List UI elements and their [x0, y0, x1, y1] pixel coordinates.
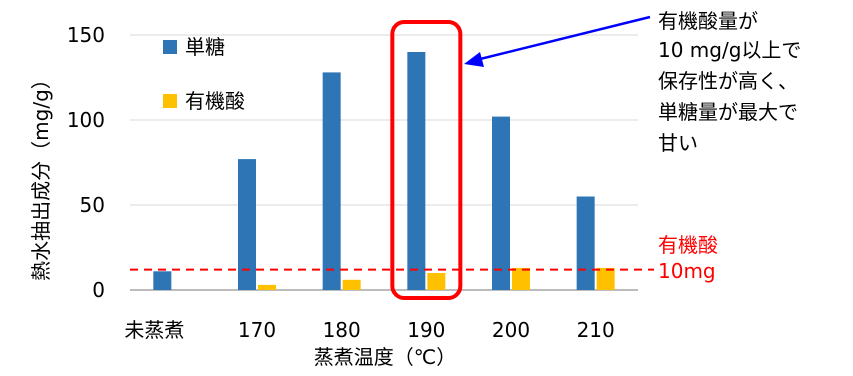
bar-monosaccharide-0: [153, 271, 172, 290]
annotation-line-5: 甘い: [658, 131, 698, 155]
bar-organic-acid-1: [258, 284, 276, 290]
x-axis-label: 蒸煮温度（℃）: [314, 345, 456, 369]
x-tick-label-4: 200: [492, 318, 530, 342]
bar-organic-acid-2: [342, 279, 361, 290]
annotation-line-1: 有機酸量が: [658, 9, 758, 33]
bars: [153, 52, 615, 291]
x-tick-label-1: 170: [238, 318, 276, 342]
y-tick-label-100: 100: [67, 108, 105, 132]
reference-line-label: 有機酸: [658, 233, 718, 257]
y-tick-label-150: 150: [67, 23, 105, 47]
annotation-arrow: [464, 15, 651, 67]
legend-label-organic-acid: 有機酸: [185, 89, 245, 113]
y-tick-labels: 0 50 100 150: [67, 23, 105, 302]
y-tick-label-0: 0: [92, 278, 105, 302]
reference-line-value: 10mg: [658, 259, 716, 283]
bar-organic-acid-4: [512, 267, 530, 290]
annotation-line-3: 保存性が高く、: [658, 69, 798, 93]
legend: 単糖 有機酸: [163, 35, 245, 113]
x-tick-label-2: 180: [323, 318, 361, 342]
bar-monosaccharide-1: [238, 159, 256, 290]
bar-monosaccharide-3: [407, 52, 426, 290]
legend-label-monosaccharide: 単糖: [185, 35, 225, 59]
x-tick-label-0: 未蒸煮: [124, 318, 184, 342]
y-tick-label-50: 50: [80, 193, 105, 217]
bar-organic-acid-3: [427, 273, 446, 290]
annotation-text: 有機酸量が 10 mg/g以上で 保存性が高く、 単糖量が最大で 甘い: [658, 9, 801, 155]
bar-monosaccharide-5: [576, 196, 595, 290]
bar-monosaccharide-2: [322, 72, 341, 291]
annotation-line-4: 単糖量が最大で: [658, 100, 798, 124]
gridlines: [130, 34, 638, 206]
x-tick-label-5: 210: [577, 318, 615, 342]
bar-organic-acid-5: [596, 267, 615, 290]
bar-monosaccharide-4: [492, 116, 510, 290]
x-tick-labels: 未蒸煮 170 180 190 200 210: [124, 318, 614, 342]
x-tick-label-3: 190: [407, 318, 445, 342]
legend-swatch-organic-acid: [163, 94, 177, 108]
legend-swatch-monosaccharide: [163, 40, 177, 54]
highlight-box-190: [390, 20, 463, 300]
y-axis-label: 熱水抽出成分（mg/g）: [29, 69, 53, 281]
annotation-line-2: 10 mg/g以上で: [658, 38, 801, 62]
